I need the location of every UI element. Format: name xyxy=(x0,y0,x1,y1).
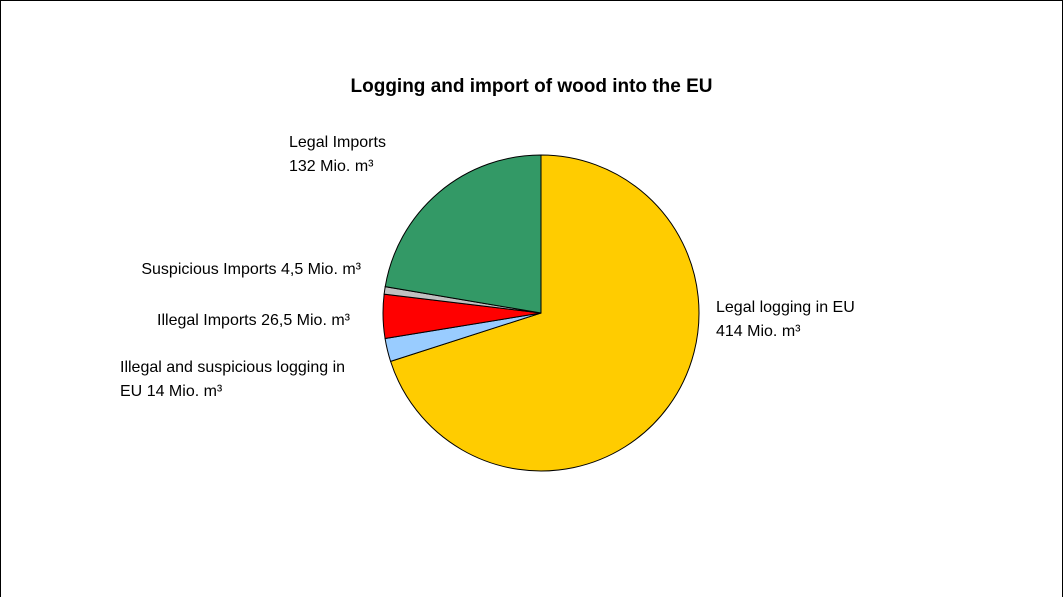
value-label: 4,5 Mio. m³ xyxy=(280,261,361,278)
category-label: Suspicious Imports xyxy=(141,261,277,278)
slice-label: Illegal Imports 26,5 Mio. m³ xyxy=(60,309,350,333)
value-label: 26,5 Mio. m³ xyxy=(261,312,350,329)
chart-title: Logging and import of wood into the EU xyxy=(350,76,713,97)
pie-slice xyxy=(384,154,542,314)
slice-label: Legal Imports 132 Mio. m³ xyxy=(289,131,449,179)
slice-label: Suspicious Imports 4,5 Mio. m³ xyxy=(30,258,361,282)
category-label: Illegal and suspicious logging in EU xyxy=(120,359,346,400)
slice-label: Illegal and suspicious logging in EU 14 … xyxy=(120,356,360,404)
category-label: Illegal Imports xyxy=(157,312,257,329)
value-label: 414 Mio. m³ xyxy=(716,323,801,340)
value-label: 132 Mio. m³ xyxy=(289,158,374,175)
category-label: Legal Imports xyxy=(289,134,386,151)
pie-slice xyxy=(389,154,700,472)
slice-label: Legal logging in EU 414 Mio. m³ xyxy=(716,296,936,344)
category-label: Legal logging in EU xyxy=(716,299,855,316)
value-label: 14 Mio. m³ xyxy=(146,383,223,400)
